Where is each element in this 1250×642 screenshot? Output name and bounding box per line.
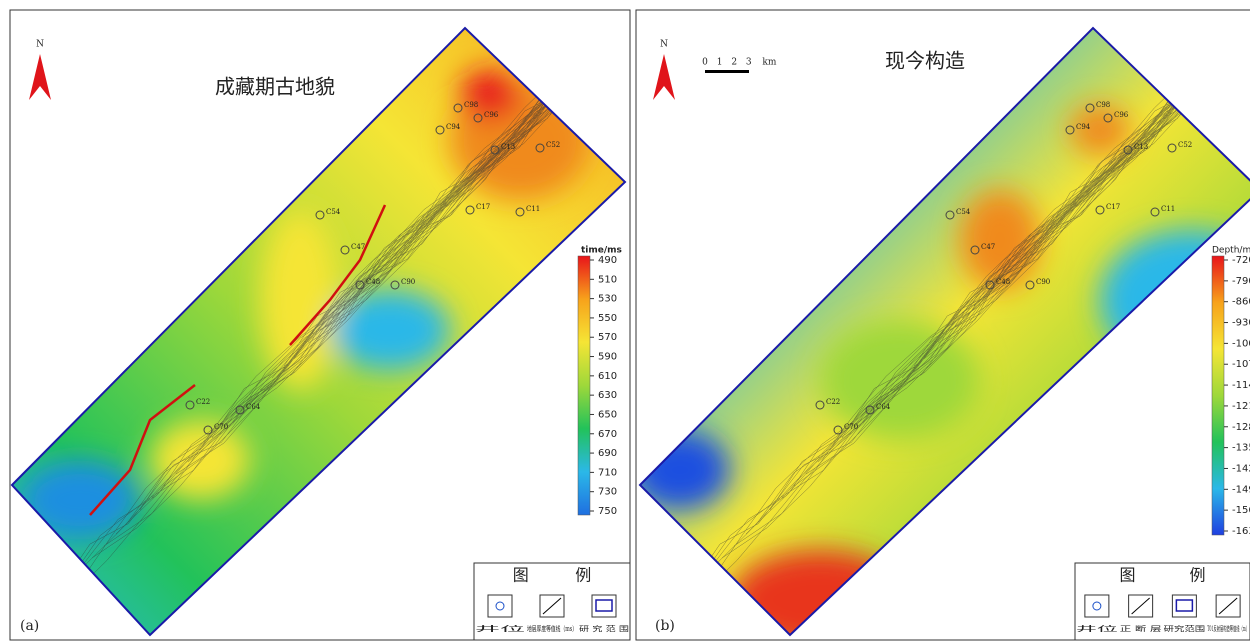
colorbar	[1212, 256, 1224, 535]
colorbar-tick-label: -720	[1232, 255, 1250, 266]
colorbar-tick-label: -1630	[1232, 526, 1250, 537]
well-label: C64	[876, 403, 891, 411]
well-label: C64	[246, 403, 261, 411]
colorbar-tick-label: 530	[598, 294, 617, 305]
well-label: C17	[476, 203, 490, 211]
well-label: C70	[844, 423, 858, 431]
colorbar-tick-label: 490	[598, 255, 617, 266]
colorbar-tick-label: 750	[598, 506, 617, 517]
map-b	[630, 0, 1250, 642]
well-label: C22	[196, 398, 210, 406]
colorbar-tick-label: 610	[598, 371, 617, 382]
well-label: C90	[401, 278, 415, 286]
legend-item: 井位	[475, 624, 525, 633]
well-label: C70	[214, 423, 228, 431]
colorbar-title: time/ms	[581, 246, 622, 256]
panel-label: (b)	[655, 618, 675, 634]
legend-title: 图	[1119, 566, 1135, 585]
well-label: C22	[826, 398, 840, 406]
legend-title: 例	[1189, 566, 1205, 585]
well-label: C48	[996, 278, 1010, 286]
well-label: C11	[526, 205, 540, 213]
well-label: C48	[366, 278, 380, 286]
well-label: C98	[464, 101, 478, 109]
scale-label: 0	[702, 58, 708, 68]
legend-item: 正 断 层	[1120, 624, 1162, 633]
well-label: C11	[1161, 205, 1175, 213]
legend-item: 研究范围	[1164, 624, 1206, 633]
well-label: C90	[1036, 278, 1050, 286]
colorbar-tick-label: 510	[598, 274, 617, 285]
north-arrow	[29, 54, 51, 100]
well-label: C13	[1134, 143, 1148, 151]
panel-label: (a)	[20, 618, 39, 634]
colorbar-tick-label: 730	[598, 487, 617, 498]
legend-item: 研 究 范 围	[579, 624, 629, 633]
colorbar-tick-label: -1140	[1232, 380, 1250, 391]
scale-label: 2	[731, 58, 737, 68]
north-arrow	[653, 54, 675, 100]
well-label: C54	[956, 208, 971, 216]
well-label: C98	[1096, 101, 1110, 109]
well-label: C13	[501, 143, 515, 151]
well-label: C47	[981, 243, 995, 251]
colorbar-tick-label: -1420	[1232, 463, 1250, 474]
scale-label: 1	[717, 58, 723, 68]
scale-bar	[705, 70, 749, 73]
colorbar	[578, 256, 590, 515]
legend-title: 例	[575, 566, 591, 585]
figure: 成藏期古地貌 (a) N C13 C11 C17 C52 C90 C94 C96 C98 C64 C22…	[0, 0, 1250, 642]
colorbar-tick-label: -1070	[1232, 359, 1250, 370]
colorbar-tick-label: 690	[598, 448, 617, 459]
map-title: 成藏期古地貌	[215, 75, 335, 99]
well-label: C94	[1076, 123, 1091, 131]
legend-title: 图	[513, 566, 529, 585]
colorbar-tick-label: -930	[1232, 318, 1250, 329]
well-label: C52	[546, 141, 560, 149]
legend-item: T01反射层构造等值线（m）	[1207, 624, 1249, 633]
well-label: C96	[484, 111, 499, 119]
colorbar-tick-label: -1000	[1232, 338, 1250, 349]
legend-item: 地层厚度等值线（ms）	[527, 624, 577, 633]
colorbar-tick-label: 650	[598, 409, 617, 420]
north-label: N	[660, 40, 668, 50]
colorbar-tick-label: -1490	[1232, 484, 1250, 495]
well-label: C17	[1106, 203, 1120, 211]
colorbar-tick-label: -860	[1232, 297, 1250, 308]
colorbar-tick-label: -790	[1232, 276, 1250, 287]
well-label: C96	[1114, 111, 1129, 119]
north-label: N	[36, 40, 44, 50]
scale-label: 3	[746, 58, 752, 68]
well-label: C47	[351, 243, 365, 251]
well-label: C52	[1178, 141, 1192, 149]
colorbar-tick-label: -1210	[1232, 401, 1250, 412]
colorbar-tick-label: -1350	[1232, 443, 1250, 454]
colorbar-tick-label: 550	[598, 313, 617, 324]
well-label: C54	[326, 208, 341, 216]
map-title: 现今构造	[885, 49, 965, 73]
colorbar-title: Depth/m	[1212, 246, 1250, 256]
colorbar-tick-label: 670	[598, 429, 617, 440]
scale-label: km	[762, 58, 776, 68]
colorbar-tick-label: 630	[598, 390, 617, 401]
colorbar-tick-label: 590	[598, 352, 617, 363]
colorbar-tick-label: -1560	[1232, 505, 1250, 516]
colorbar-tick-label: -1280	[1232, 422, 1250, 433]
well-label: C94	[446, 123, 461, 131]
colorbar-tick-label: 570	[598, 332, 617, 343]
legend-item: 井位	[1076, 624, 1118, 633]
colorbar-tick-label: 710	[598, 467, 617, 478]
